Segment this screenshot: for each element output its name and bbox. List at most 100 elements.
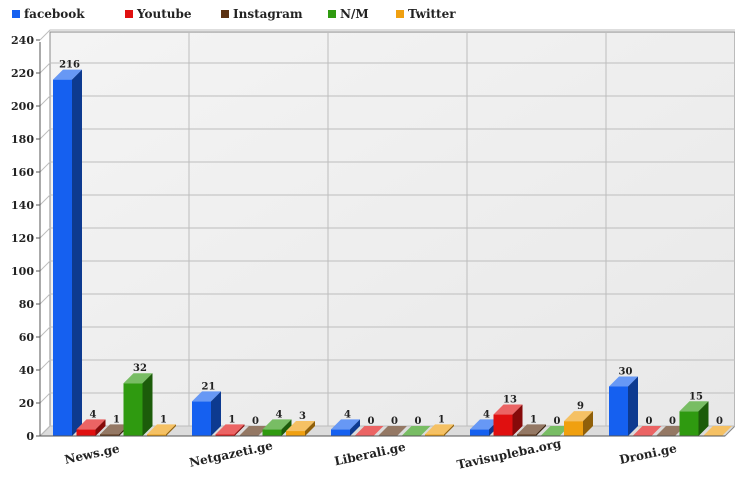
data-label: 32 [133, 363, 147, 374]
bar-top [331, 419, 360, 430]
gridline [39, 227, 735, 239]
x-tick-label: Netgazeti.ge [188, 438, 274, 469]
bar-netgazetige-nm [262, 429, 282, 437]
y-tick-label: 40 [19, 364, 35, 377]
bar-side [350, 419, 360, 436]
data-labels: 216 4 1 32 1 21 1 0 4 3 4 0 0 0 1 4 13 1 0 9 30 0 0 15 0 [59, 60, 723, 427]
y-tick-label: 160 [11, 166, 34, 179]
bar-netgazetige-facebook [192, 401, 211, 437]
gridline [39, 326, 735, 338]
bar-top [286, 421, 315, 432]
bar-tavisuplebaorg-youtube [493, 414, 513, 437]
gridline [39, 260, 735, 272]
bar-side [281, 419, 292, 436]
gridline [39, 194, 735, 206]
legend: facebook Youtube Instagram N/M Twitter [12, 7, 456, 21]
data-label: 0 [415, 416, 422, 427]
y-tick-label: 100 [11, 265, 34, 278]
y-tick-label: 240 [11, 34, 34, 47]
y-tick-label: 220 [11, 67, 34, 80]
y-tick-label: 200 [11, 100, 34, 113]
gridline [39, 128, 735, 140]
bar-top [493, 404, 523, 415]
bar-side [166, 424, 176, 436]
x-tick-label: Tavisupleba.org [456, 436, 563, 472]
bar-top [656, 426, 685, 436]
data-label: 30 [619, 367, 633, 378]
bar-top [425, 424, 454, 435]
bar-netgazetige-youtube [215, 434, 235, 437]
bar-top [703, 426, 732, 436]
data-label: 4 [483, 409, 490, 420]
y-tick-label: 80 [19, 298, 35, 311]
legend-swatch-twitter [396, 10, 404, 18]
bar-side [95, 419, 106, 436]
legend-swatch-instagram [221, 10, 229, 18]
bar-top [517, 424, 546, 435]
data-label: 1 [229, 414, 236, 425]
bar-top [123, 373, 153, 384]
bar-side [305, 421, 315, 436]
bars [53, 69, 732, 437]
bar-side [142, 373, 153, 436]
legend-swatch-nm [328, 10, 336, 18]
data-label: 21 [202, 381, 216, 392]
bar-side [211, 391, 221, 436]
gridlines [39, 29, 735, 437]
x-axis: News.ge Netgazeti.ge Liberali.ge Tavisupleb… [40, 435, 725, 472]
x-tick-label: Liberali.ge [333, 440, 407, 469]
data-label: 4 [344, 409, 351, 420]
gridline [39, 62, 735, 74]
x-tick-label: Droni.ge [618, 441, 678, 467]
bar-side [234, 424, 245, 436]
data-label: 3 [299, 411, 306, 422]
legend-swatch-youtube [125, 10, 133, 18]
bar-newsge-nm [123, 383, 143, 437]
data-label: 13 [503, 395, 517, 406]
bar-top [215, 424, 245, 435]
data-label: 4 [276, 409, 283, 420]
data-label: 0 [252, 416, 259, 427]
data-label: 0 [646, 416, 653, 427]
data-label: 1 [530, 414, 537, 425]
gridline [39, 95, 735, 107]
gridline [39, 293, 735, 305]
bar-side [72, 69, 82, 436]
bar-newsge-facebook [53, 79, 72, 437]
data-label: 1 [438, 414, 445, 425]
bar-top [354, 426, 384, 436]
legend-label: Twitter [408, 7, 456, 21]
legend-label: Youtube [136, 7, 192, 21]
bar-side [536, 424, 546, 436]
bar-liberalige-twitter [425, 434, 444, 437]
y-tick-label: 60 [19, 331, 35, 344]
bar-top [53, 69, 82, 80]
bar-top [609, 376, 638, 387]
gridline [39, 392, 735, 404]
bar-top [100, 424, 129, 435]
bar-tavisuplebaorg-twitter [564, 421, 583, 437]
bar-side [583, 411, 593, 436]
legend-label: Instagram [233, 7, 303, 21]
bar-side [698, 401, 709, 436]
legend-label: N/M [340, 7, 369, 21]
y-tick-label: 20 [19, 397, 35, 410]
bar-newsge-instagram [100, 434, 119, 437]
bar-top [470, 419, 499, 430]
bar-newsge-youtube [76, 429, 96, 437]
bar-top [378, 426, 407, 436]
bar-top [76, 419, 106, 430]
bar-top [192, 391, 221, 402]
data-label: 0 [716, 416, 723, 427]
y-axis: 0 20 40 60 80 100 120 140 160 180 200 220 240 [11, 34, 41, 443]
bar-side [444, 424, 454, 436]
y-tick-label: 140 [11, 199, 34, 212]
bar-netgazetige-twitter [286, 431, 305, 437]
legend-label: facebook [24, 7, 85, 21]
bar-dronige-facebook [609, 386, 628, 437]
bar-top [632, 426, 662, 436]
bar-top [262, 419, 292, 430]
bar-side [628, 376, 638, 436]
data-label: 216 [59, 60, 80, 71]
